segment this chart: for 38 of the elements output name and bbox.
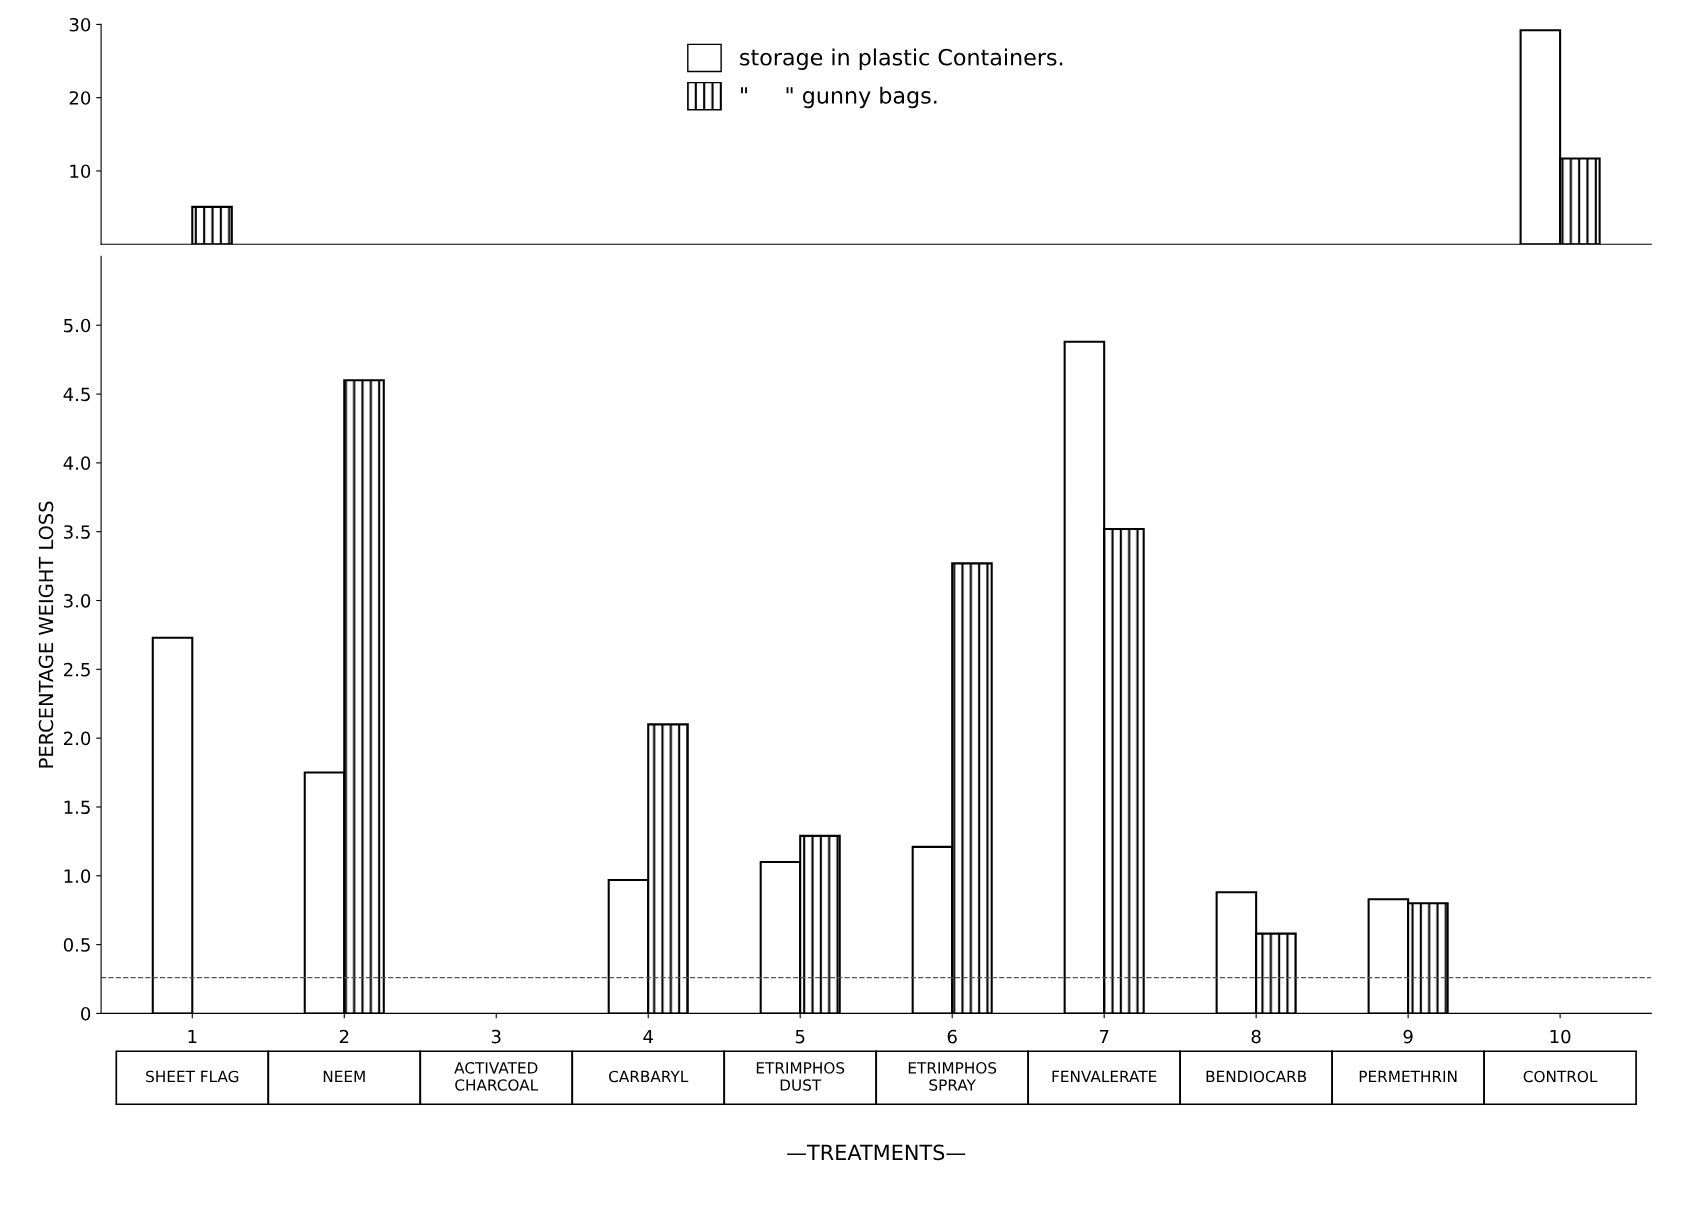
y-tick-label: 5.0 [64,318,91,333]
y-tick-label: 1.5 [64,800,90,815]
text: PERMETHRIN [1359,1070,1457,1082]
x-tick-label: 8 [1251,1029,1261,1044]
y-tick-label: 3.5 [64,525,90,539]
y-tick-label: 1.0 [64,869,91,883]
text: CONTROL [1523,1070,1598,1083]
legend-label: " " gunny bags. [741,86,937,109]
x-tick-label: 3 [491,1029,501,1044]
y-tick-label: 4.0 [63,456,91,470]
y-tick-label: 4.5 [63,387,90,402]
text: SHEET FLAG [146,1070,239,1083]
text: BENDIOCARB [1206,1070,1307,1083]
y-axis-title: PERCENTAGE WEIGHT LOSS [38,501,54,768]
y-tick-label: 20 [69,91,91,105]
text: ACTIVATED CHARCOAL [454,1062,539,1091]
x-tick-label: 7 [1099,1029,1109,1044]
y-tick-label: 3.0 [64,593,91,608]
x-tick-label: 1 [188,1029,197,1044]
x-tick-label: 5 [795,1029,805,1044]
x-tick-label: 4 [643,1029,653,1044]
y-tick-label: 0 [81,1006,91,1021]
y-tick-label: 30 [69,17,91,32]
text: CARBARYL [609,1070,689,1083]
text: NEEM [323,1070,365,1082]
x-tick-label: 6 [947,1029,957,1044]
legend-label: storage in plastic Containers. [740,48,1063,70]
y-tick-label: 10 [70,164,91,179]
x-tick-label: 2 [339,1029,349,1044]
text: ETRIMPHOS SPRAY [908,1062,997,1091]
y-tick-label: 2.5 [63,662,90,677]
x-axis-title: —TREATMENTS— [787,1144,966,1161]
text: FENVALERATE [1052,1070,1157,1082]
y-tick-label: 0.5 [63,938,90,952]
x-tick-label: 9 [1403,1029,1413,1044]
y-tick-label: 2.0 [63,731,91,746]
text: ETRIMPHOS DUST [756,1062,845,1091]
x-tick-label: 10 [1550,1029,1571,1044]
